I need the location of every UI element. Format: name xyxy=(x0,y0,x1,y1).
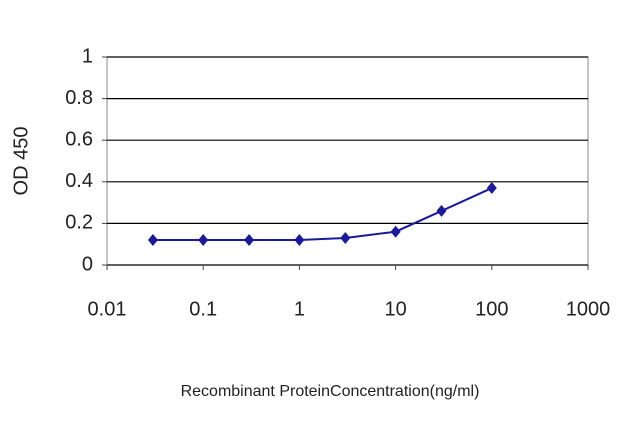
x-tick-label: 1 xyxy=(294,298,305,320)
y-tick-label: 0 xyxy=(82,253,93,275)
x-tick-label: 100 xyxy=(475,298,508,320)
x-tick-label: 0.01 xyxy=(88,298,127,320)
plot-area xyxy=(106,56,589,266)
data-point xyxy=(340,231,351,244)
data-point xyxy=(198,234,209,247)
y-tick-label: 0.6 xyxy=(65,128,93,150)
x-axis-label: Recombinant ProteinConcentration(ng/ml) xyxy=(181,383,480,400)
y-tick-label: 0.4 xyxy=(65,170,93,192)
y-tick-label: 0.2 xyxy=(65,212,93,234)
x-tick-label: 0.1 xyxy=(189,298,217,320)
y-axis-label: OD 450 xyxy=(10,127,32,196)
data-point xyxy=(390,225,401,238)
data-point xyxy=(294,234,305,247)
data-point xyxy=(486,182,497,195)
series-line xyxy=(152,187,493,242)
data-point xyxy=(436,204,447,217)
data-point xyxy=(244,234,255,247)
y-tick-label: 1 xyxy=(82,45,93,67)
x-tick-label: 10 xyxy=(384,298,406,320)
x-tick-label: 1000 xyxy=(566,298,611,320)
data-point xyxy=(147,234,158,247)
y-tick-label: 0.8 xyxy=(65,87,93,109)
